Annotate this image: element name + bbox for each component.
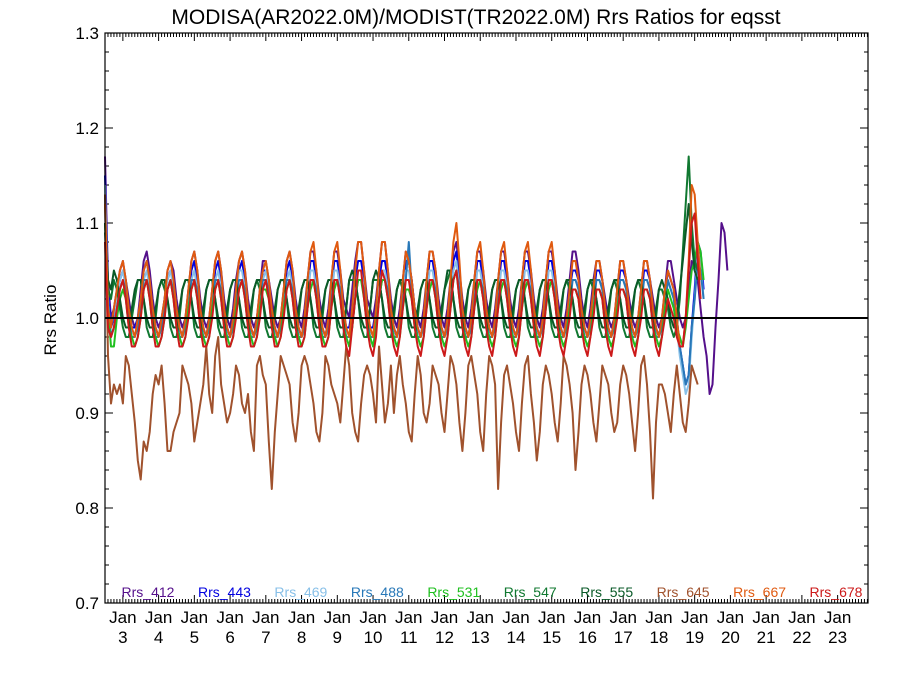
legend-entry-rrs-667: Rrs_667	[733, 584, 786, 600]
legend-entry-rrs-531: Rrs_531	[427, 584, 480, 600]
x-tick-month-label: Jan	[788, 608, 815, 627]
series-line-rrs-555	[104, 203, 699, 329]
x-tick-year-label: 13	[471, 628, 490, 647]
y-tick-label: 1.3	[75, 24, 99, 43]
x-tick-year-label: 23	[828, 628, 847, 647]
series-line-rrs-547	[104, 155, 699, 338]
x-tick-year-label: 7	[261, 628, 270, 647]
x-tick-month-label: Jan	[502, 608, 529, 627]
legend: Rrs_412 Rrs_443 Rrs_469 Rrs_488 Rrs_531 Rrs_5…	[122, 584, 863, 600]
x-tick-year-label: 11	[400, 628, 418, 647]
x-tick-year-label: 6	[225, 628, 234, 647]
y-tick-label: 0.7	[75, 594, 99, 613]
legend-entry-rrs-555: Rrs_555	[580, 584, 633, 600]
x-tick-month-label: Jan	[145, 608, 172, 627]
x-axis-ticks: Jan3Jan4Jan5Jan6Jan7Jan8Jan9Jan10Jan11Ja…	[104, 33, 868, 647]
legend-entry-rrs-443: Rrs_443	[198, 584, 251, 600]
x-tick-month-label: Jan	[431, 608, 458, 627]
x-tick-year-label: 8	[297, 628, 306, 647]
x-tick-month-label: Jan	[252, 608, 279, 627]
x-tick-month-label: Jan	[288, 608, 315, 627]
x-tick-month-label: Jan	[824, 608, 851, 627]
legend-entry-rrs-645: Rrs_645	[657, 584, 710, 600]
legend-entry-rrs-547: Rrs_547	[504, 584, 557, 600]
x-tick-month-label: Jan	[645, 608, 672, 627]
x-tick-year-label: 12	[435, 628, 454, 647]
x-tick-month-label: Jan	[324, 608, 351, 627]
x-tick-month-label: Jan	[359, 608, 386, 627]
series-line-rrs-678	[104, 212, 702, 357]
x-tick-month-label: Jan	[395, 608, 422, 627]
x-tick-month-label: Jan	[681, 608, 708, 627]
y-tick-label: 1.1	[75, 214, 99, 233]
x-tick-month-label: Jan	[752, 608, 779, 627]
y-axis-label: Rrs Ratio	[41, 285, 60, 356]
x-tick-year-label: 17	[614, 628, 633, 647]
y-tick-label: 0.8	[75, 499, 99, 518]
y-tick-label: 1.2	[75, 119, 99, 138]
x-tick-year-label: 19	[685, 628, 704, 647]
x-tick-year-label: 3	[118, 628, 127, 647]
x-tick-year-label: 22	[792, 628, 811, 647]
series-line-rrs-645	[104, 194, 699, 500]
x-tick-year-label: 5	[190, 628, 199, 647]
y-axis-ticks: 0.7 0.8 0.9 1.0 1.1 1.2 1.3	[75, 24, 868, 613]
x-tick-year-label: 10	[364, 628, 383, 647]
x-tick-month-label: Jan	[717, 608, 744, 627]
x-tick-month-label: Jan	[467, 608, 494, 627]
legend-entry-rrs-678: Rrs_678	[810, 584, 863, 600]
x-tick-year-label: 9	[333, 628, 342, 647]
x-tick-month-label: Jan	[181, 608, 208, 627]
x-tick-year-label: 15	[542, 628, 561, 647]
y-tick-label: 0.9	[75, 404, 99, 423]
legend-entry-rrs-412: Rrs_412	[122, 584, 175, 600]
x-tick-month-label: Jan	[574, 608, 601, 627]
chart-title: MODISA(AR2022.0M)/MODIST(TR2022.0M) Rrs …	[171, 6, 780, 29]
x-tick-year-label: 16	[578, 628, 597, 647]
plot-lines	[104, 155, 729, 500]
legend-entry-rrs-488: Rrs_488	[351, 584, 404, 600]
series-line-rrs-667	[104, 184, 702, 348]
legend-entry-rrs-469: Rrs_469	[274, 584, 327, 600]
y-tick-label: 1.0	[75, 309, 99, 328]
x-tick-month-label: Jan	[609, 608, 636, 627]
x-tick-year-label: 21	[757, 628, 776, 647]
x-tick-month-label: Jan	[109, 608, 136, 627]
x-tick-year-label: 18	[649, 628, 668, 647]
x-tick-year-label: 4	[154, 628, 163, 647]
x-tick-month-label: Jan	[538, 608, 565, 627]
x-tick-year-label: 14	[507, 628, 526, 647]
plot-frame	[104, 32, 869, 604]
x-tick-year-label: 20	[721, 628, 740, 647]
x-tick-month-label: Jan	[216, 608, 243, 627]
